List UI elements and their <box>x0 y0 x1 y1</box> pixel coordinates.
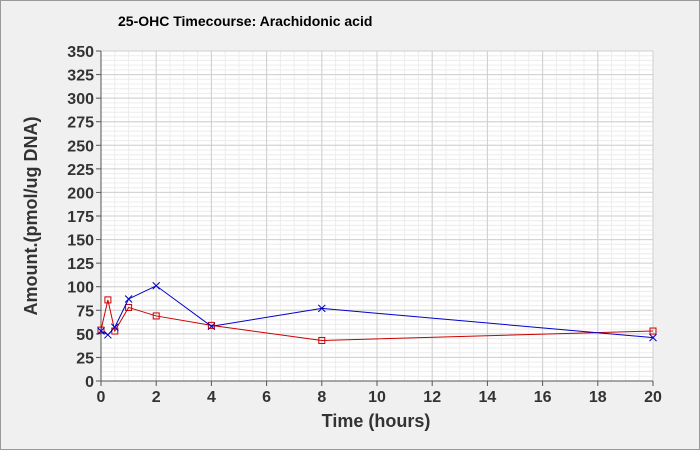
series-layer <box>97 281 657 344</box>
y-tick-label: 25 <box>76 350 94 367</box>
data-point-square <box>318 336 326 344</box>
y-tick-label: 350 <box>67 44 94 61</box>
data-point-x <box>207 322 216 331</box>
series-line <box>100 299 654 341</box>
y-tick-label: 250 <box>67 138 94 155</box>
y-tick-label: 175 <box>67 209 94 226</box>
data-point-square <box>152 312 160 320</box>
y-tick-label: 225 <box>67 162 94 179</box>
y-tick-label: 0 <box>85 374 94 391</box>
data-point-square <box>97 326 105 334</box>
y-tick-label: 75 <box>76 303 94 320</box>
x-tick-label: 4 <box>207 389 216 406</box>
x-tick-label: 14 <box>479 389 497 406</box>
x-tick-label: 20 <box>644 389 662 406</box>
x-tick-label: 0 <box>97 389 106 406</box>
x-axis-label: Time (hours) <box>322 411 431 431</box>
data-point-square <box>125 303 133 311</box>
data-point-x <box>104 330 112 339</box>
data-point-x <box>317 304 326 313</box>
y-tick-label: 300 <box>67 91 94 108</box>
data-point-x <box>110 323 119 332</box>
x-tick-label: 6 <box>262 389 271 406</box>
series-1 <box>97 296 657 344</box>
x-tick-label: 16 <box>534 389 552 406</box>
data-point-square <box>649 327 657 335</box>
y-tick-label: 100 <box>67 280 94 297</box>
x-tick-label: 10 <box>368 389 386 406</box>
y-tick-label: 275 <box>67 115 94 132</box>
x-tick-label: 12 <box>423 389 441 406</box>
x-tick-label: 2 <box>152 389 161 406</box>
grid <box>100 50 654 382</box>
y-axis-label: Amount.(pmol/ug DNA) <box>21 117 41 316</box>
x-tick-label: 18 <box>589 389 607 406</box>
y-tick-label: 50 <box>76 327 94 344</box>
series-2 <box>97 281 657 342</box>
x-axis-ticks: 0 2 4 6 8 10 12 14 16 18 20 <box>97 381 662 406</box>
y-tick-label: 125 <box>67 256 94 273</box>
data-point-x <box>97 327 105 335</box>
y-tick-label: 325 <box>67 68 94 85</box>
data-point-x <box>649 333 657 342</box>
data-point-square <box>104 296 112 304</box>
y-tick-label: 200 <box>67 185 94 202</box>
data-point-x <box>152 281 161 290</box>
y-tick-label: 150 <box>67 233 94 250</box>
x-tick-label: 8 <box>317 389 326 406</box>
y-axis-ticks: 0 25 50 75 100 125 150 175 200 225 250 275 300 325 350 <box>67 44 101 391</box>
data-point-x <box>124 295 133 303</box>
chart-title: 25-OHC Timecourse: Arachidonic acid <box>118 13 372 29</box>
